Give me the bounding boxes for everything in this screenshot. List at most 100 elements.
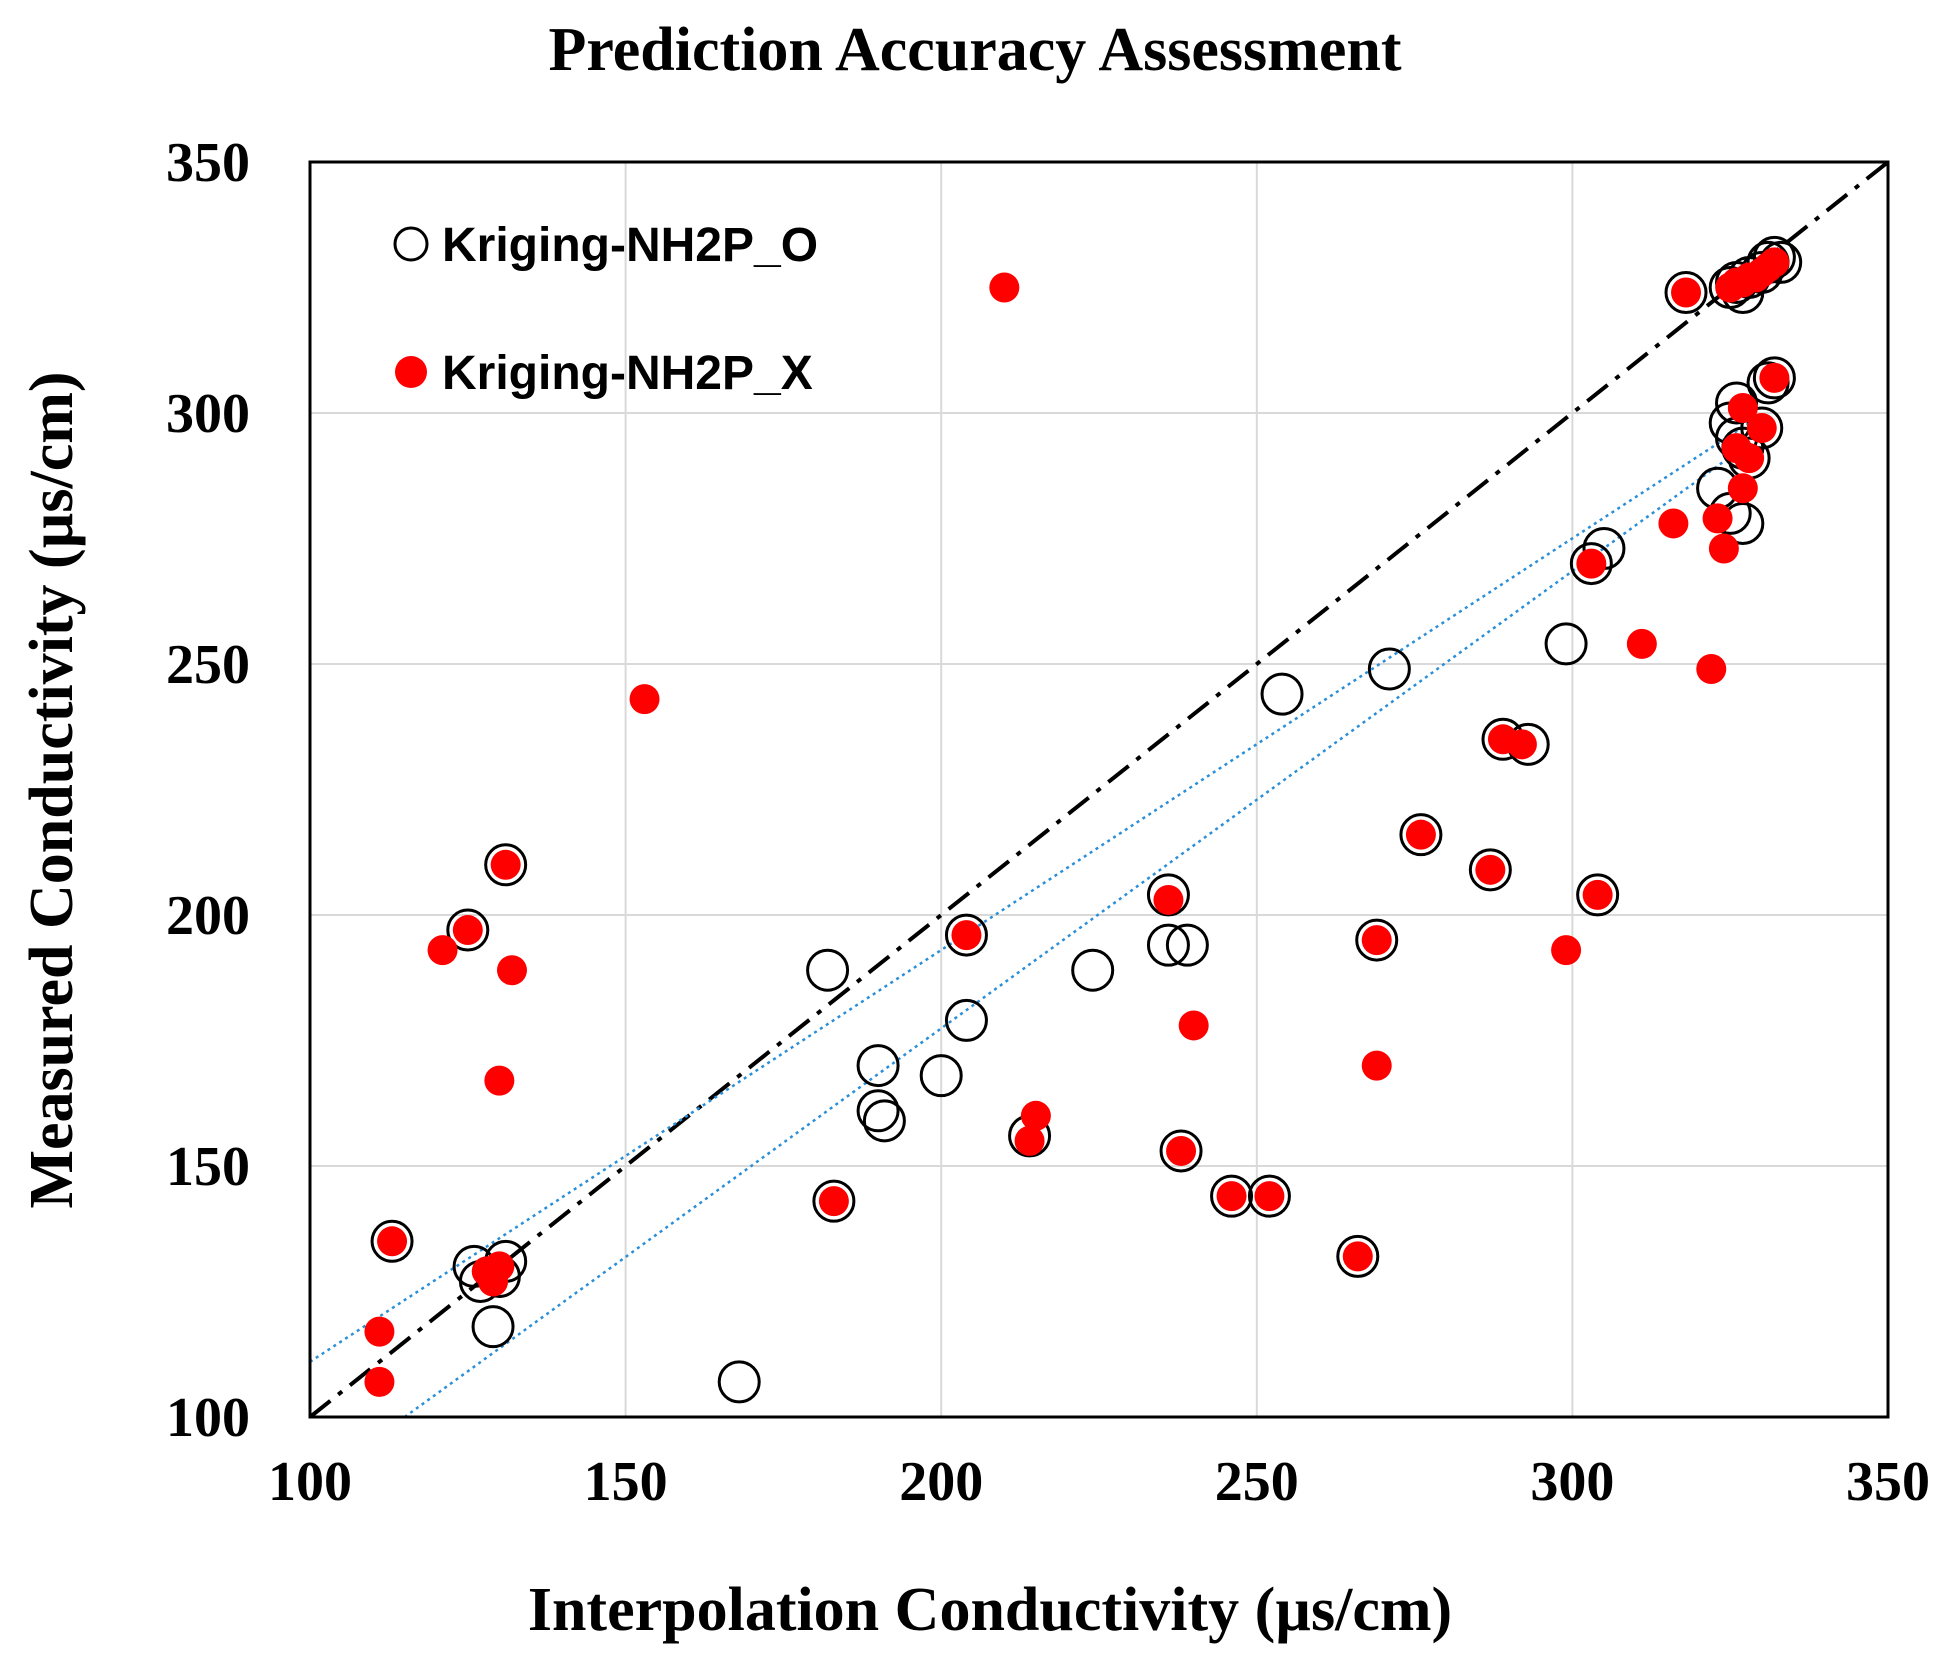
data-point-x (496, 955, 527, 986)
data-point-x (1153, 884, 1184, 915)
data-point-o (370, 1219, 414, 1263)
data-point-x (1759, 362, 1790, 393)
data-point-x (364, 1366, 395, 1397)
y-axis-ticks: 100 150 200 250 300 350 (166, 132, 250, 1449)
y-tick-label: 250 (166, 634, 250, 696)
data-point-o (1576, 873, 1620, 917)
data-point-o (1146, 923, 1190, 967)
data-point-x (629, 684, 660, 715)
data-point-o (1355, 918, 1399, 962)
data-point-o (944, 913, 988, 957)
data-point-x (452, 915, 483, 946)
data-point-x (1405, 819, 1436, 850)
data-point-x (1178, 1010, 1209, 1041)
data-point-x (1658, 508, 1689, 539)
data-point-x (1166, 1135, 1197, 1166)
x-axis-ticks: 100 150 200 250 300 350 (268, 1451, 1930, 1513)
trend-line (309, 421, 1750, 1363)
x-tick-label: 350 (1846, 1451, 1930, 1513)
data-point-x (484, 1251, 515, 1282)
data-point-o (1071, 948, 1115, 992)
data-point-x (1020, 1100, 1051, 1131)
data-point-o (1260, 672, 1304, 716)
x-tick-label: 200 (899, 1451, 983, 1513)
data-point-o (812, 1179, 856, 1223)
data-point-x (951, 920, 982, 951)
data-point-x (1475, 854, 1506, 885)
data-point-x (377, 1226, 408, 1257)
data-point-o (856, 1044, 900, 1088)
data-point-x (818, 1186, 849, 1217)
data-point-o (1399, 813, 1443, 857)
identity-line (308, 160, 1890, 1419)
data-point-x (1746, 413, 1777, 444)
x-tick-label: 250 (1215, 1451, 1299, 1513)
x-axis-label: Interpolation Conductivity (µs/cm) (528, 1576, 1452, 1644)
data-point-x (1759, 247, 1790, 278)
data-point-o (1468, 848, 1512, 892)
data-point-o (856, 1089, 900, 1133)
data-point-x (1254, 1181, 1285, 1212)
legend-marker-x (395, 356, 427, 388)
data-point-x (1551, 935, 1582, 966)
y-tick-label: 150 (166, 1136, 250, 1198)
data-point-x (1361, 925, 1392, 956)
data-point-x (484, 1065, 515, 1096)
data-point-o (1367, 647, 1411, 691)
data-point-x (427, 935, 458, 966)
data-series (364, 235, 1803, 1404)
data-point-x (1014, 1125, 1045, 1156)
data-point-x (1576, 548, 1607, 579)
reference-lines (308, 160, 1890, 1419)
data-point-o (1752, 356, 1796, 400)
y-tick-label: 300 (166, 383, 250, 445)
data-point-o (1740, 406, 1784, 450)
data-point-x (1626, 628, 1657, 659)
data-point-x (1216, 1181, 1247, 1212)
data-point-x (364, 1316, 395, 1347)
legend-label-x: Kriging-NH2P_X (442, 347, 813, 400)
data-point-x (1696, 654, 1727, 685)
y-axis-label: Measured Conductivity (µs/cm) (18, 371, 86, 1208)
data-point-o (862, 1099, 906, 1143)
chart-title: Prediction Accuracy Assessment (549, 16, 1402, 84)
data-point-x (1582, 879, 1613, 910)
data-point-o (1569, 542, 1613, 586)
data-point-o (806, 948, 850, 992)
data-point-x (1734, 443, 1765, 474)
data-point-o (944, 998, 988, 1042)
legend-marker-o (393, 226, 429, 262)
data-point-o (919, 1054, 963, 1098)
data-point-o (1159, 1129, 1203, 1173)
trend-line (403, 442, 1750, 1419)
data-point-x (1342, 1241, 1373, 1272)
data-point-o (717, 1360, 761, 1404)
data-point-o (1664, 271, 1708, 315)
y-tick-label: 200 (166, 885, 250, 947)
data-point-x (1361, 1050, 1392, 1081)
data-point-x (989, 272, 1020, 303)
data-point-o (1210, 1174, 1254, 1218)
x-tick-label: 100 (268, 1451, 352, 1513)
x-tick-label: 150 (584, 1451, 668, 1513)
data-point-x (1671, 277, 1702, 308)
y-tick-label: 350 (166, 132, 250, 194)
data-point-o (446, 908, 490, 952)
data-point-x (1727, 392, 1758, 423)
y-tick-label: 100 (166, 1387, 250, 1449)
data-point-o (1336, 1234, 1380, 1278)
data-point-x (1506, 729, 1537, 760)
data-point-x (1708, 533, 1739, 564)
data-point-x (1727, 473, 1758, 504)
data-point-o (1247, 1174, 1291, 1218)
plot-frame (308, 160, 1890, 1419)
data-point-x (1702, 503, 1733, 534)
legend: Kriging-NH2P_O Kriging-NH2P_X (393, 219, 818, 400)
legend-label-o: Kriging-NH2P_O (442, 219, 818, 272)
data-point-o (1165, 923, 1209, 967)
x-tick-label: 300 (1530, 1451, 1614, 1513)
data-point-o (1544, 622, 1588, 666)
data-point-o (471, 1305, 515, 1349)
